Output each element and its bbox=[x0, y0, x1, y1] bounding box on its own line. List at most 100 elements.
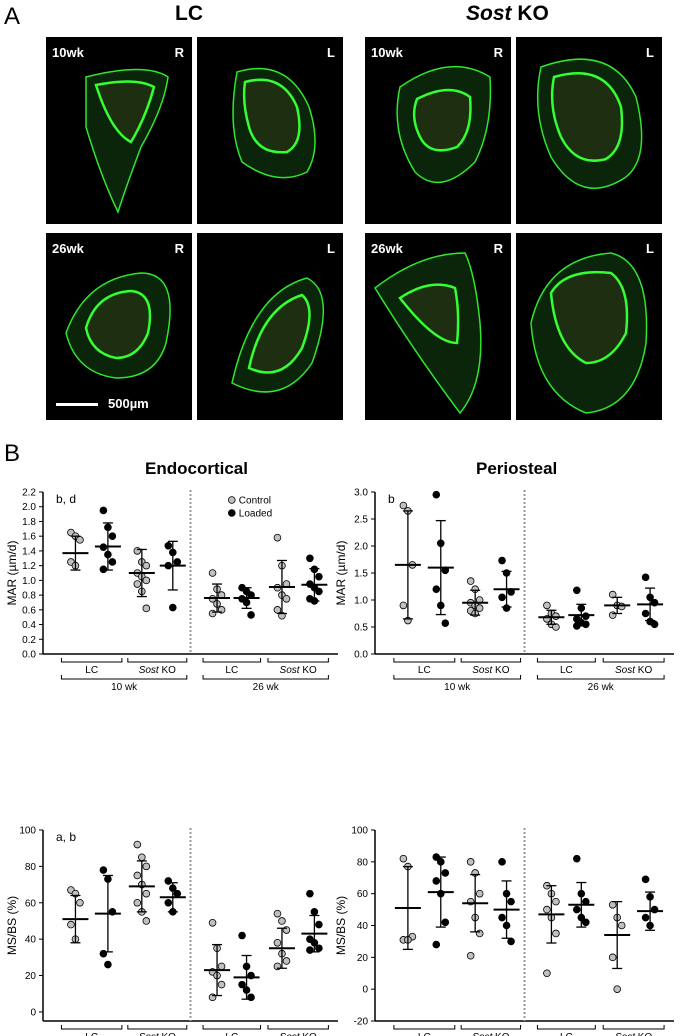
bone-cross-section bbox=[232, 67, 316, 179]
group-bracket bbox=[536, 658, 596, 663]
data-point bbox=[238, 931, 246, 940]
y-tick-label: 0.6 bbox=[22, 605, 36, 616]
data-point bbox=[217, 962, 226, 971]
y-tick-label: 80 bbox=[357, 857, 369, 868]
group-bracket bbox=[536, 1025, 596, 1030]
group-bracket bbox=[460, 1025, 522, 1030]
data-point bbox=[582, 918, 590, 927]
data-point bbox=[133, 898, 142, 907]
y-tick-label: 40 bbox=[357, 921, 369, 932]
data-point bbox=[315, 572, 323, 581]
data-point bbox=[108, 532, 117, 540]
data-point bbox=[310, 908, 319, 916]
sost-italic: Sost bbox=[615, 665, 636, 676]
micrograph-tile: L bbox=[516, 233, 662, 420]
group-label-sost-ko: Sost KO bbox=[280, 1032, 317, 1036]
group-label: LC bbox=[225, 665, 238, 676]
data-point bbox=[582, 620, 590, 629]
significance-annotation: a, b bbox=[56, 830, 76, 844]
data-point bbox=[173, 889, 182, 898]
y-tick-label: 100 bbox=[19, 826, 36, 837]
y-tick-label: 20 bbox=[357, 953, 369, 964]
group-bracket bbox=[60, 1025, 123, 1030]
significance-annotation: b bbox=[388, 492, 395, 506]
data-point bbox=[641, 875, 650, 884]
column-title-sost-ko: Sost KO bbox=[466, 2, 549, 26]
data-point bbox=[142, 561, 151, 570]
data-point bbox=[67, 920, 75, 929]
data-point bbox=[552, 623, 560, 631]
data-point bbox=[507, 897, 515, 906]
data-point bbox=[273, 606, 282, 614]
y-tick-label: 0.2 bbox=[22, 635, 36, 646]
group-label-sost-ko: Sost KO bbox=[615, 665, 652, 676]
y-tick-label: 0.0 bbox=[354, 650, 368, 661]
data-point bbox=[133, 547, 142, 555]
ko-text: KO bbox=[635, 665, 652, 676]
ko-text: KO bbox=[159, 1032, 176, 1036]
data-point bbox=[306, 554, 314, 563]
column-title-ko: KO bbox=[511, 2, 549, 25]
group-bracket bbox=[127, 658, 188, 663]
y-tick-label: 80 bbox=[25, 862, 37, 873]
micrograph-tile: 26wk R 500µm bbox=[46, 233, 192, 420]
data-point bbox=[108, 558, 117, 566]
data-point bbox=[76, 536, 84, 544]
data-point bbox=[273, 533, 282, 542]
ko-text: KO bbox=[492, 665, 509, 676]
sost-italic: Sost bbox=[280, 1032, 301, 1036]
data-point bbox=[399, 854, 408, 863]
scale-bar-label: 500µm bbox=[108, 396, 149, 411]
sost-italic: Sost bbox=[615, 1032, 636, 1036]
data-point bbox=[498, 913, 506, 922]
data-point bbox=[164, 898, 173, 907]
bone-cross-section bbox=[231, 277, 325, 393]
data-point bbox=[475, 929, 484, 938]
group-label-sost-ko: Sost KO bbox=[280, 665, 317, 676]
data-point bbox=[573, 586, 581, 595]
y-axis-label: MAR (µm/d) bbox=[5, 541, 19, 606]
bone-cross-section bbox=[536, 58, 643, 189]
data-point bbox=[273, 909, 282, 918]
group-label: LC bbox=[560, 1032, 573, 1036]
y-tick-label: 40 bbox=[25, 935, 37, 946]
group-bracket bbox=[267, 1025, 329, 1030]
y-tick-label: 0.0 bbox=[22, 650, 36, 661]
data-point bbox=[142, 604, 151, 613]
age-label: 10 wk bbox=[444, 682, 471, 693]
legend-loaded-marker bbox=[228, 509, 236, 517]
micrograph-tile: L bbox=[197, 233, 343, 420]
data-point bbox=[608, 953, 617, 962]
data-point bbox=[617, 602, 626, 611]
data-point bbox=[608, 590, 617, 599]
group-label: LC bbox=[560, 665, 573, 676]
significance-annotation: b, d bbox=[56, 492, 76, 506]
data-point bbox=[552, 612, 560, 620]
sost-italic: Sost bbox=[280, 665, 301, 676]
data-point bbox=[641, 609, 650, 618]
data-point bbox=[498, 556, 506, 565]
column-title-sost-italic: Sost bbox=[466, 2, 512, 25]
y-tick-label: 1.0 bbox=[22, 576, 36, 587]
data-point bbox=[466, 858, 475, 866]
group-bracket bbox=[393, 1025, 456, 1030]
bone-cross-section bbox=[396, 65, 492, 184]
y-tick-label: 3.0 bbox=[354, 488, 368, 499]
data-point bbox=[164, 541, 173, 550]
group-label-sost-ko: Sost KO bbox=[139, 1032, 176, 1036]
age-label: 26 wk bbox=[253, 682, 280, 693]
data-point bbox=[573, 854, 581, 863]
data-point bbox=[650, 620, 659, 629]
data-point bbox=[432, 877, 441, 885]
data-point bbox=[498, 593, 506, 602]
data-point bbox=[399, 601, 408, 610]
data-point bbox=[441, 918, 450, 927]
group-bracket bbox=[202, 658, 262, 663]
data-point bbox=[273, 938, 282, 947]
group-bracket bbox=[127, 1025, 188, 1030]
data-point bbox=[173, 558, 182, 566]
data-point bbox=[552, 897, 560, 906]
tile-age-label: 10wk bbox=[52, 45, 84, 60]
group-bracket bbox=[460, 658, 522, 663]
group-label-sost-ko: Sost KO bbox=[615, 1032, 652, 1036]
